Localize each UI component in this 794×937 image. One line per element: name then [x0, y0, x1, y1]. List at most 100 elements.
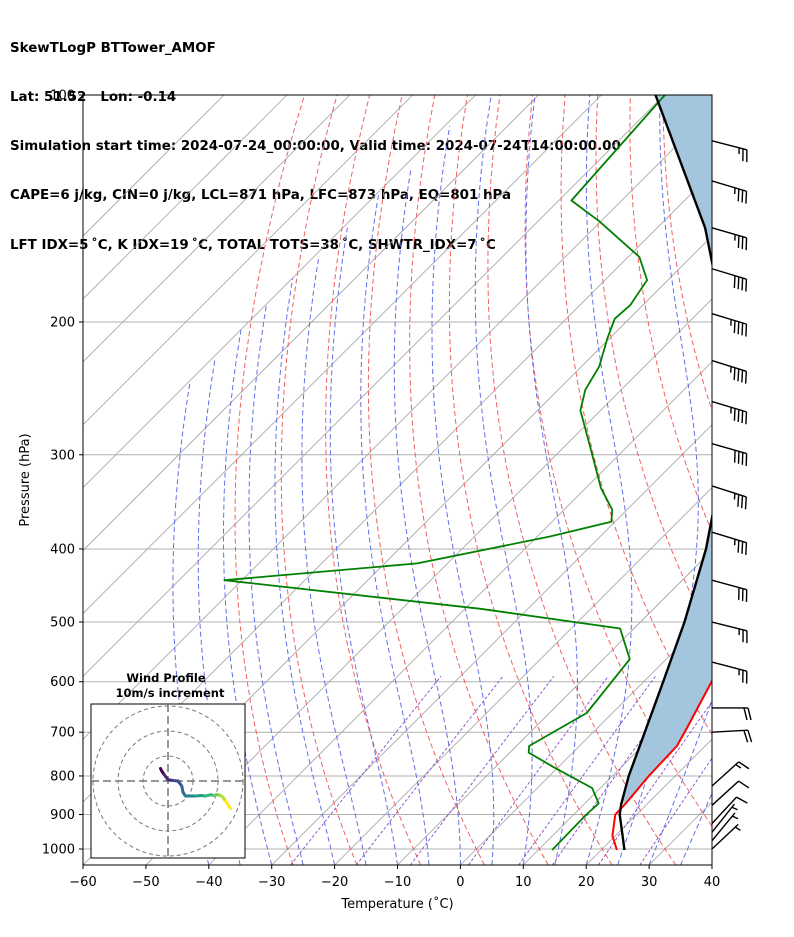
hodograph-inset: Wind Profile 10m/s increment [90, 671, 246, 859]
mixing-ratio-line [639, 757, 712, 865]
wind-barb [711, 661, 748, 684]
dry-adiabat [367, 95, 485, 865]
dry-adiabat [409, 95, 549, 865]
isotherm [585, 738, 712, 865]
isotherm [460, 612, 712, 865]
moist-adiabat [248, 305, 304, 865]
isotherm [334, 487, 712, 865]
x-tick-label: 30 [641, 875, 658, 890]
hodograph-title: Wind Profile [126, 671, 206, 685]
moist-adiabat [301, 258, 367, 865]
x-tick-label: 40 [704, 875, 721, 890]
moist-adiabat [223, 330, 273, 865]
isotherm [397, 549, 712, 865]
wind-barb [711, 823, 741, 850]
moist-adiabat [711, 863, 712, 865]
isotherm [83, 95, 288, 300]
wind-barb [711, 780, 750, 806]
x-tick-label: 0 [456, 875, 464, 890]
location-line: Lat: 51.52 Lon: -0.14 [10, 90, 177, 106]
moist-adiabat [329, 227, 398, 865]
isotherm [83, 95, 225, 237]
x-tick-label: −30 [258, 875, 285, 890]
dry-adiabat [280, 95, 358, 865]
moist-adiabat [617, 95, 699, 865]
dry-adiabat [524, 95, 712, 828]
wind-barb [711, 812, 739, 842]
wind-barb [711, 442, 748, 466]
y-tick-label: 100 [50, 89, 75, 104]
moist-adiabat [585, 95, 633, 865]
y-tick-label: 600 [50, 675, 75, 690]
mixing-ratio-line [468, 675, 609, 865]
moist-adiabat [680, 792, 712, 865]
wind-barb [711, 140, 748, 163]
moist-adiabat [431, 126, 495, 865]
wind-barb [711, 400, 748, 425]
moist-adiabat [274, 278, 336, 865]
y-tick-label: 300 [50, 448, 75, 463]
isotherm [83, 95, 665, 677]
y-tick-label: 900 [50, 808, 75, 823]
isotherm [711, 864, 712, 865]
wind-barb [711, 313, 748, 337]
isotherm [83, 95, 351, 363]
temperature-profile [611, 678, 712, 851]
wind-barb [711, 803, 738, 833]
dry-adiabat [662, 95, 712, 413]
dry-adiabat [325, 95, 422, 865]
dry-adiabat [595, 95, 712, 639]
mixing-ratio-line [355, 675, 504, 865]
moist-adiabat [648, 698, 712, 865]
dry-adiabat [234, 95, 305, 865]
y-axis-label: Pressure (hPa) [18, 433, 33, 526]
mixing-ratio-line [518, 675, 656, 865]
mixing-ratio-line [410, 675, 555, 865]
moist-adiabat [474, 95, 533, 865]
wind-barb [712, 707, 752, 721]
y-tick-label: 500 [50, 616, 75, 631]
moist-adiabat [393, 168, 461, 865]
x-axis-label: Temperature (˚C) [340, 896, 453, 912]
isotherm [83, 95, 413, 426]
chart-title: SkewTLogP BTTower_AMOF [10, 40, 216, 56]
dry-adiabat [560, 95, 712, 736]
moist-adiabat [197, 360, 241, 865]
wind-barb [711, 729, 753, 743]
moist-adiabat [525, 95, 578, 865]
dry-adiabat [761, 95, 794, 865]
isotherm [145, 298, 712, 865]
y-tick-label: 400 [50, 542, 75, 557]
dry-adiabat [728, 95, 794, 865]
y-tick-label: 1000 [42, 843, 75, 858]
wind-barb [711, 621, 748, 644]
isotherm [271, 424, 712, 865]
x-tick-label: 20 [578, 875, 595, 890]
wind-barb [711, 761, 750, 787]
isotherm [83, 95, 602, 614]
x-tick-label: −10 [384, 875, 411, 890]
index-line: LFT IDX=5 ˚C, K IDX=19 ˚C, TOTAL TOTS=38… [10, 237, 496, 253]
y-tick-label: 200 [50, 315, 75, 330]
wind-barb [711, 485, 747, 510]
x-tick-label: −50 [132, 875, 159, 890]
mixing-ratio-line [598, 700, 712, 865]
time-line: Simulation start time: 2024-07-24_00:00:… [10, 139, 621, 155]
wind-barb [711, 796, 748, 824]
mixing-ratio-line [290, 675, 442, 865]
y-tick-label: 800 [50, 769, 75, 784]
dry-adiabat [487, 95, 677, 865]
cape-area [621, 95, 712, 804]
wind-barb [711, 180, 748, 204]
x-tick-label: −40 [195, 875, 222, 890]
wind-barb [711, 359, 748, 384]
moist-adiabat [360, 193, 430, 865]
x-tick-label: 10 [515, 875, 532, 890]
isotherm [83, 95, 539, 552]
hodograph-subtitle: 10m/s increment [116, 686, 225, 700]
isotherm [83, 95, 476, 489]
dry-adiabat [448, 95, 613, 865]
parcel-profile [618, 95, 712, 851]
wind-barb [711, 268, 748, 292]
